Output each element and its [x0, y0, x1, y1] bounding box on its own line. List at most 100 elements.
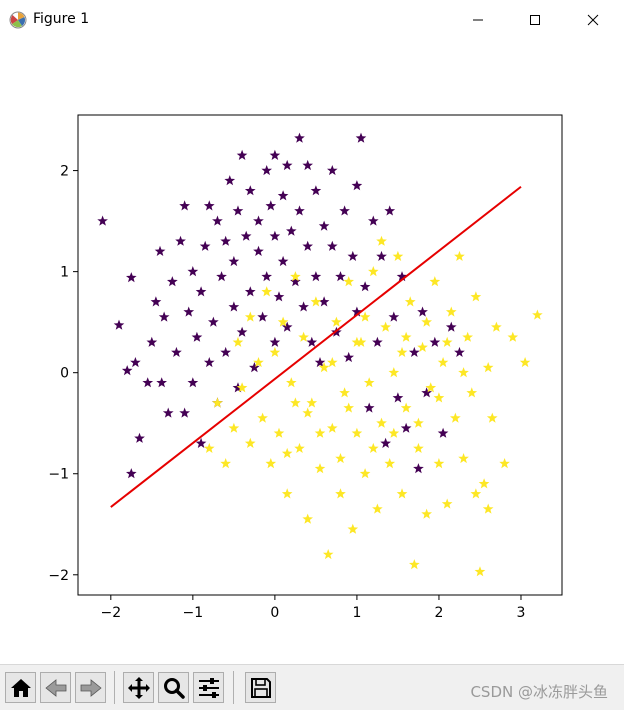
data-point-class-1 — [351, 427, 363, 438]
data-point-class-0 — [437, 427, 449, 438]
data-point-class-0 — [265, 200, 277, 211]
data-point-class-0 — [310, 271, 322, 282]
data-point-class-0 — [396, 271, 408, 282]
data-point-class-0 — [413, 463, 424, 474]
y-tick-label: −1 — [48, 467, 69, 483]
data-point-class-1 — [203, 442, 215, 453]
back-arrow-icon — [44, 678, 66, 697]
window-title: Figure 1 — [33, 11, 90, 27]
close-icon — [587, 14, 599, 26]
minimize-icon — [473, 19, 483, 21]
data-point-class-1 — [347, 523, 359, 534]
data-point-class-0 — [310, 185, 322, 196]
data-point-class-0 — [134, 432, 145, 443]
data-point-class-1 — [474, 566, 486, 577]
data-point-class-1 — [343, 402, 354, 413]
data-point-class-0 — [228, 255, 240, 267]
configure-subplots-button[interactable] — [193, 672, 224, 703]
data-point-class-1 — [470, 488, 482, 499]
data-point-class-0 — [298, 301, 309, 312]
data-point-class-0 — [224, 175, 236, 186]
data-point-class-0 — [154, 245, 166, 256]
back-button[interactable] — [40, 672, 71, 703]
data-point-class-1 — [482, 503, 494, 514]
data-point-class-1 — [470, 291, 482, 302]
data-point-class-1 — [327, 422, 338, 433]
data-point-class-0 — [384, 205, 396, 216]
data-point-class-1 — [421, 316, 432, 327]
data-point-class-0 — [351, 306, 363, 317]
data-point-class-0 — [277, 255, 289, 267]
data-point-class-0 — [179, 407, 190, 418]
home-button[interactable] — [5, 672, 36, 703]
data-point-class-0 — [343, 351, 354, 363]
data-point-class-1 — [400, 402, 412, 413]
data-point-class-0 — [240, 230, 252, 241]
data-point-class-0 — [257, 311, 268, 322]
data-point-class-0 — [97, 215, 108, 226]
data-point-class-1 — [220, 458, 231, 469]
data-point-class-0 — [417, 306, 428, 317]
data-point-class-1 — [269, 346, 281, 357]
data-point-class-1 — [322, 549, 334, 560]
data-point-class-0 — [236, 149, 248, 160]
data-point-class-0 — [306, 336, 318, 347]
data-point-class-1 — [290, 397, 301, 408]
data-point-class-1 — [404, 296, 416, 307]
close-button[interactable] — [570, 6, 616, 34]
data-point-class-0 — [269, 230, 281, 241]
data-point-class-0 — [150, 296, 162, 307]
data-point-class-1 — [273, 427, 285, 438]
data-point-class-1 — [372, 503, 383, 514]
data-point-class-1 — [228, 422, 240, 433]
data-point-class-1 — [445, 306, 457, 317]
data-point-class-1 — [519, 357, 531, 368]
data-point-class-1 — [261, 286, 272, 297]
data-point-class-0 — [146, 336, 158, 347]
minimize-button[interactable] — [455, 6, 501, 34]
data-point-class-0 — [199, 240, 211, 251]
data-point-class-0 — [372, 336, 383, 347]
data-point-class-1 — [458, 367, 469, 378]
data-point-class-0 — [183, 306, 195, 317]
data-point-class-0 — [318, 296, 330, 307]
data-point-class-0 — [368, 215, 379, 226]
decision-boundary-line — [110, 185, 522, 508]
zoom-button[interactable] — [158, 672, 189, 703]
data-point-class-1 — [281, 447, 293, 459]
data-point-class-0 — [318, 220, 330, 231]
forward-button[interactable] — [75, 672, 106, 703]
data-point-class-1 — [388, 367, 400, 378]
data-point-class-0 — [400, 422, 412, 433]
data-point-class-0 — [261, 165, 272, 176]
data-point-class-1 — [380, 321, 391, 332]
data-point-class-1 — [482, 362, 494, 373]
toolbar-separator — [114, 671, 115, 704]
data-point-class-1 — [359, 468, 371, 479]
data-point-class-1 — [244, 437, 256, 448]
data-point-class-1 — [413, 417, 424, 428]
maximize-button[interactable] — [512, 6, 558, 34]
data-point-class-1 — [290, 271, 301, 282]
data-point-class-0 — [162, 407, 174, 418]
data-point-class-1 — [421, 508, 432, 519]
data-point-class-0 — [187, 266, 199, 277]
matplotlib-logo-icon — [9, 11, 27, 29]
data-point-class-0 — [376, 250, 387, 261]
data-point-class-0 — [380, 437, 391, 448]
data-point-class-1 — [454, 250, 465, 261]
pan-button[interactable] — [123, 672, 154, 703]
data-point-class-0 — [355, 132, 367, 143]
plot-area — [78, 115, 562, 595]
x-tick-label: −1 — [183, 605, 204, 621]
data-point-class-1 — [478, 478, 490, 489]
data-point-class-1 — [355, 336, 367, 347]
data-point-class-0 — [126, 468, 137, 479]
data-point-class-0 — [203, 357, 215, 368]
data-point-class-1 — [486, 412, 498, 423]
data-point-class-0 — [179, 200, 190, 211]
data-point-class-1 — [212, 397, 223, 408]
data-point-class-1 — [368, 266, 379, 277]
save-button[interactable] — [245, 672, 276, 703]
data-point-class-0 — [281, 159, 293, 171]
